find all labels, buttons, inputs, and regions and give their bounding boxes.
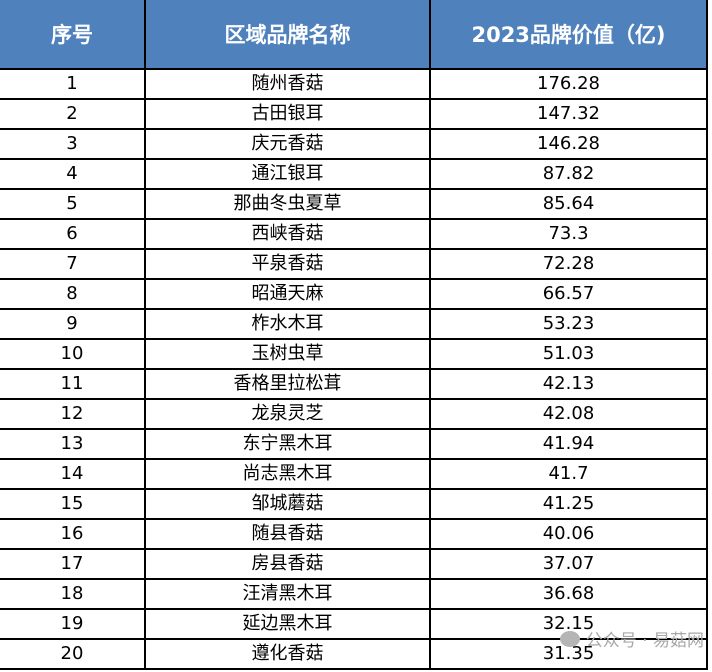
- row-index: 13: [0, 428, 146, 460]
- table-row: 6 西峡香菇 73.3: [0, 218, 708, 250]
- row-index: 1: [0, 68, 146, 100]
- row-brand-name: 尚志黑木耳: [145, 458, 431, 490]
- row-index: 5: [0, 188, 146, 220]
- table-row: 10 玉树虫草 51.03: [0, 338, 708, 370]
- watermark-text: 公众号 · 易菇网: [585, 631, 704, 651]
- table-row: 2 古田银耳 147.32: [0, 98, 708, 130]
- row-index: 11: [0, 368, 146, 400]
- header-index: 序号: [0, 0, 146, 70]
- row-index: 19: [0, 608, 146, 640]
- row-brand-value: 85.64: [430, 188, 708, 220]
- table-row: 1 随州香菇 176.28: [0, 68, 708, 100]
- table-row: 4 通江银耳 87.82: [0, 158, 708, 190]
- row-brand-name: 随州香菇: [145, 68, 431, 100]
- row-brand-name: 平泉香菇: [145, 248, 431, 280]
- table-row: 16 随县香菇 40.06: [0, 518, 708, 550]
- row-index: 7: [0, 248, 146, 280]
- row-brand-value: 41.25: [430, 488, 708, 520]
- row-index: 4: [0, 158, 146, 190]
- row-brand-value: 41.94: [430, 428, 708, 460]
- row-brand-name: 房县香菇: [145, 548, 431, 580]
- row-index: 8: [0, 278, 146, 310]
- row-brand-name: 庆元香菇: [145, 128, 431, 160]
- table-row: 17 房县香菇 37.07: [0, 548, 708, 580]
- row-brand-name: 延边黑木耳: [145, 608, 431, 640]
- row-index: 17: [0, 548, 146, 580]
- row-brand-value: 146.28: [430, 128, 708, 160]
- row-brand-value: 36.68: [430, 578, 708, 610]
- row-index: 14: [0, 458, 146, 490]
- row-brand-name: 香格里拉松茸: [145, 368, 431, 400]
- row-brand-name: 东宁黑木耳: [145, 428, 431, 460]
- table-row: 12 龙泉灵芝 42.08: [0, 398, 708, 430]
- header-row: 序号 区域品牌名称 2023品牌价值（亿): [0, 0, 708, 70]
- row-brand-value: 40.06: [430, 518, 708, 550]
- row-brand-value: 53.23: [430, 308, 708, 340]
- row-index: 18: [0, 578, 146, 610]
- row-brand-name: 遵化香菇: [145, 638, 431, 670]
- row-brand-value: 42.13: [430, 368, 708, 400]
- wechat-icon: [559, 630, 580, 647]
- row-brand-value: 147.32: [430, 98, 708, 130]
- row-brand-name: 昭通天麻: [145, 278, 431, 310]
- row-index: 2: [0, 98, 146, 130]
- row-brand-value: 66.57: [430, 278, 708, 310]
- row-index: 12: [0, 398, 146, 430]
- row-brand-value: 42.08: [430, 398, 708, 430]
- row-index: 9: [0, 308, 146, 340]
- table-row: 7 平泉香菇 72.28: [0, 248, 708, 280]
- table-row: 19 延边黑木耳 32.15: [0, 608, 708, 640]
- table-row: 3 庆元香菇 146.28: [0, 128, 708, 160]
- table-row: 15 邹城蘑菇 41.25: [0, 488, 708, 520]
- table-row: 8 昭通天麻 66.57: [0, 278, 708, 310]
- row-index: 3: [0, 128, 146, 160]
- row-brand-name: 西峡香菇: [145, 218, 431, 250]
- row-index: 15: [0, 488, 146, 520]
- row-brand-value: 72.28: [430, 248, 708, 280]
- row-brand-value: 87.82: [430, 158, 708, 190]
- row-index: 20: [0, 638, 146, 670]
- table-row: 18 汪清黑木耳 36.68: [0, 578, 708, 610]
- row-brand-value: 176.28: [430, 68, 708, 100]
- row-brand-value: 51.03: [430, 338, 708, 370]
- row-brand-name: 龙泉灵芝: [145, 398, 431, 430]
- table-row: 11 香格里拉松茸 42.13: [0, 368, 708, 400]
- row-index: 16: [0, 518, 146, 550]
- row-index: 6: [0, 218, 146, 250]
- row-brand-value: 37.07: [430, 548, 708, 580]
- row-index: 10: [0, 338, 146, 370]
- header-brand-value: 2023品牌价值（亿): [430, 0, 708, 70]
- header-brand-name: 区域品牌名称: [145, 0, 431, 70]
- row-brand-name: 古田银耳: [145, 98, 431, 130]
- table-row: 13 东宁黑木耳 41.94: [0, 428, 708, 460]
- row-brand-name: 那曲冬虫夏草: [145, 188, 431, 220]
- table-row: 9 柞水木耳 53.23: [0, 308, 708, 340]
- row-brand-name: 随县香菇: [145, 518, 431, 550]
- watermark: 公众号 · 易菇网: [559, 626, 704, 651]
- row-brand-name: 邹城蘑菇: [145, 488, 431, 520]
- table-row: 5 那曲冬虫夏草 85.64: [0, 188, 708, 220]
- row-brand-name: 柞水木耳: [145, 308, 431, 340]
- row-brand-name: 玉树虫草: [145, 338, 431, 370]
- row-brand-value: 73.3: [430, 218, 708, 250]
- row-brand-name: 通江银耳: [145, 158, 431, 190]
- row-brand-name: 汪清黑木耳: [145, 578, 431, 610]
- table-row: 14 尚志黑木耳 41.7: [0, 458, 708, 490]
- row-brand-value: 41.7: [430, 458, 708, 490]
